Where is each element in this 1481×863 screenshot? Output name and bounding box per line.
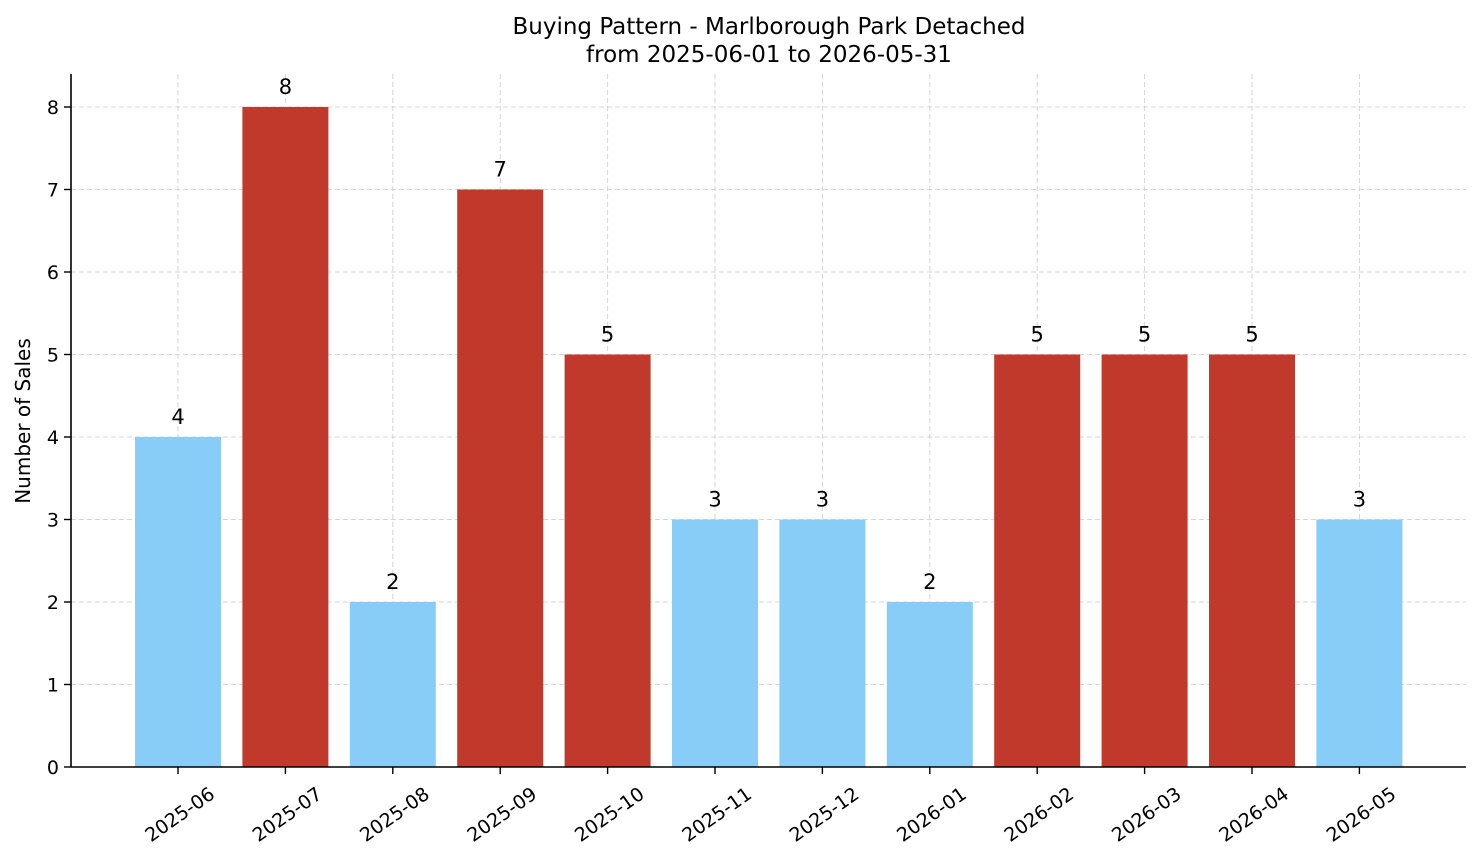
- y-tick-label: 1: [47, 675, 59, 697]
- x-tick-label: 2025-10: [571, 783, 649, 847]
- x-tick-label: 2025-06: [141, 783, 219, 847]
- y-tick-label: 5: [47, 345, 59, 367]
- bar: [135, 437, 221, 767]
- bar: [1316, 519, 1403, 767]
- y-tick-label: 2: [47, 592, 59, 614]
- bar: [457, 189, 544, 767]
- bar-value-label: 5: [1031, 323, 1044, 347]
- bar: [779, 519, 866, 767]
- bar: [672, 519, 758, 767]
- bar-value-label: 7: [494, 158, 507, 182]
- y-tick-label: 7: [47, 180, 59, 202]
- x-tick-label: 2025-11: [678, 783, 756, 847]
- bar-value-label: 2: [923, 570, 936, 594]
- bar-value-label: 3: [708, 488, 721, 512]
- bar: [349, 602, 436, 767]
- bar-value-label: 5: [1138, 323, 1151, 347]
- bar: [994, 354, 1081, 767]
- bar-value-label: 8: [279, 75, 292, 99]
- y-tick-label: 4: [47, 427, 59, 449]
- y-tick-label: 6: [47, 262, 59, 284]
- chart-title: Buying Pattern - Marlborough Park Detach…: [512, 14, 1025, 40]
- bar-value-label: 3: [1353, 488, 1366, 512]
- x-tick-label: 2026-01: [893, 783, 971, 847]
- y-tick-label: 8: [47, 97, 59, 119]
- x-tick-label: 2026-05: [1323, 783, 1401, 847]
- x-tick-label: 2025-08: [356, 783, 434, 847]
- chart-subtitle: from 2025-06-01 to 2026-05-31: [586, 42, 952, 68]
- bar: [1209, 354, 1295, 767]
- bar-value-label: 5: [1245, 323, 1258, 347]
- bar-value-label: 3: [816, 488, 829, 512]
- bar-value-label: 2: [386, 570, 399, 594]
- x-tick-label: 2025-09: [463, 783, 541, 847]
- y-axis-label: Number of Sales: [11, 338, 35, 504]
- x-tick-label: 2026-02: [1000, 783, 1078, 847]
- x-tick-label: 2025-07: [249, 783, 327, 847]
- bar-value-label: 4: [171, 405, 184, 429]
- bar: [564, 354, 651, 767]
- bar: [1101, 354, 1188, 767]
- bars-layer: [135, 107, 1403, 767]
- y-tick-label: 3: [47, 510, 59, 532]
- x-tick-label: 2026-03: [1108, 783, 1186, 847]
- y-tick-label: 0: [47, 757, 59, 779]
- bar: [886, 602, 973, 767]
- x-tick-label: 2026-04: [1215, 783, 1293, 847]
- x-tick-label: 2025-12: [786, 783, 864, 847]
- bar-value-label: 5: [601, 323, 614, 347]
- data-labels-layer: 4 8 2 7 5 3 3 2 5 5 5 3: [171, 75, 1366, 594]
- bar: [242, 107, 329, 767]
